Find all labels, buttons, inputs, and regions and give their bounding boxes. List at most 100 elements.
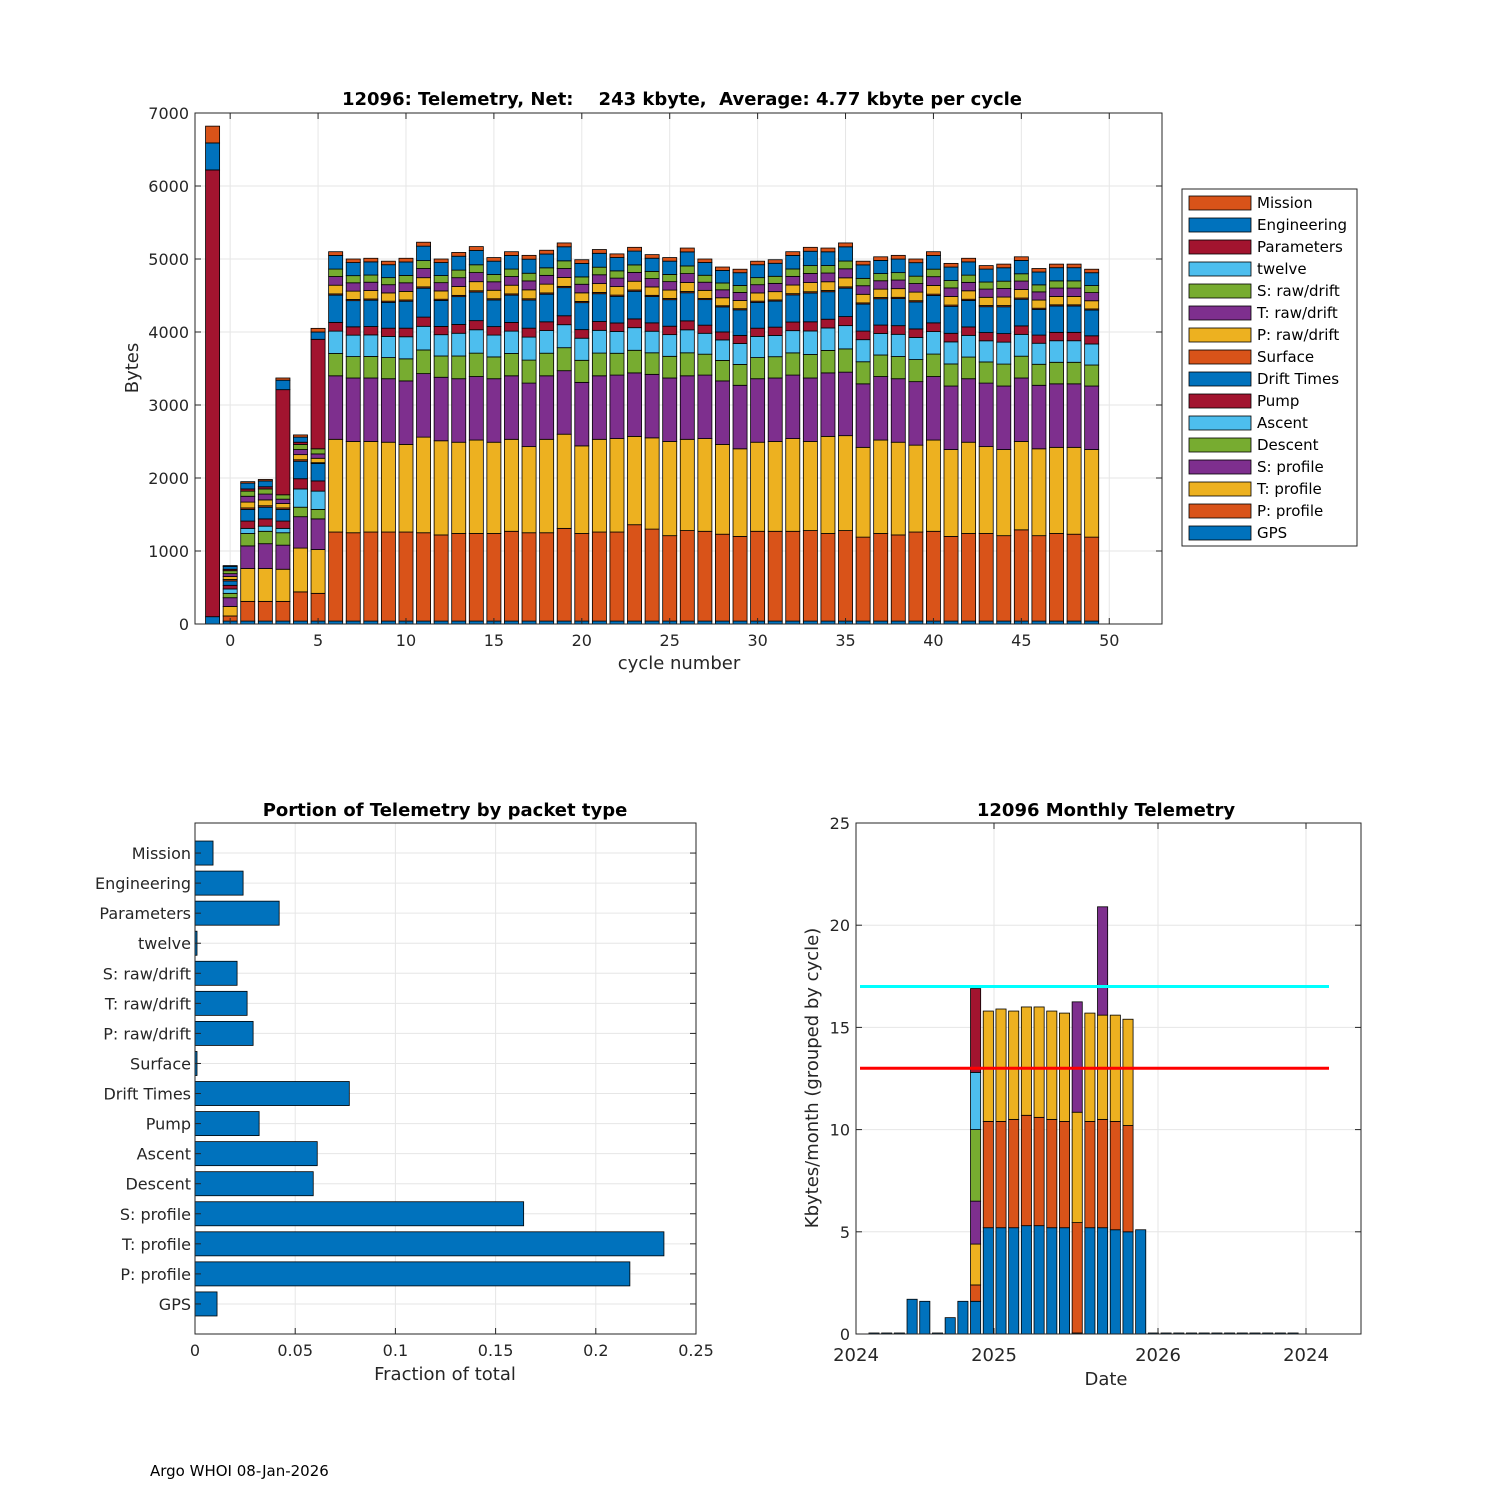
chart1-bar-segment [715, 266, 730, 271]
chart1-bar-segment [609, 352, 625, 376]
chart1-bar-segment [539, 267, 555, 276]
chart1-bar-segment [240, 490, 256, 497]
chart1-bar-segment [539, 249, 555, 255]
chart1-bar-segment [468, 246, 484, 251]
chart1-legend-label: GPS [1257, 524, 1287, 542]
chart1-bar-segment [574, 445, 590, 534]
chart1-bar-segment [855, 330, 871, 341]
chart1-bar-segment [943, 449, 959, 537]
chart1-bar-segment [293, 591, 308, 622]
chart1-xtick-label: 10 [396, 631, 416, 650]
chart1-bar-segment [767, 259, 783, 264]
chart1-bar-segment [609, 295, 625, 324]
chart1-bar-segment [293, 449, 308, 456]
chart1-bar-segment [908, 444, 924, 533]
chart1-bar-segment [556, 260, 572, 269]
chart1-bar-segment [679, 247, 695, 253]
chart1-bar-segment [750, 357, 766, 380]
chart1-bar-segment [855, 383, 871, 448]
chart3-bar-segment [995, 1008, 1007, 1122]
chart1-bar-segment [890, 254, 906, 260]
chart1-bar-segment [451, 441, 467, 534]
chart3-bar-segment [970, 1200, 982, 1245]
chart1-bar-segment [328, 322, 344, 332]
chart2-bar [194, 870, 244, 896]
chart1-xlabel: cycle number [618, 653, 741, 674]
chart1-bar-segment [240, 508, 256, 522]
chart1-bar-segment [468, 250, 484, 266]
chart1-bar-segment [416, 373, 431, 438]
chart3-xtick-label: 2026 [1135, 1345, 1181, 1366]
chart1-bar-segment [1013, 355, 1029, 379]
chart3-bar-segment [1109, 1121, 1121, 1231]
chart3-bar-segment [995, 1121, 1007, 1229]
chart1-ytick-label: 4000 [148, 323, 189, 342]
chart1-bar-segment [715, 289, 730, 299]
chart1-bar-segment [293, 454, 308, 461]
chart1-bar-segment [627, 524, 642, 622]
chart1-bar-segment [908, 262, 924, 277]
chart1-bar-segment [468, 376, 484, 441]
chart1-bar-segment [873, 333, 889, 356]
chart1-bar-segment [222, 573, 238, 577]
chart1-bar-segment [380, 531, 396, 622]
chart1-bar-segment [1049, 340, 1064, 363]
chart1-bar-segment [574, 283, 590, 294]
chart1-bar-segment [908, 291, 924, 302]
chart1-bar-segment [644, 322, 660, 332]
chart1-bar-segment [838, 268, 853, 279]
chart1-bar-segment [486, 441, 502, 534]
chart3-bar-segment [1135, 1229, 1147, 1335]
chart1-bar-segment [978, 281, 994, 290]
chart1-bar-segment [433, 326, 449, 336]
chart1-bar-segment [1066, 383, 1082, 448]
chart1-bar-segment [838, 316, 853, 327]
chart1-bar-segment [556, 433, 572, 529]
chart1-bar-segment [363, 377, 379, 442]
chart1-bar-segment [486, 257, 502, 262]
chart1-bar-segment [293, 478, 308, 490]
chart1-bar-segment [328, 268, 344, 277]
chart1-bar-segment [1049, 280, 1064, 289]
chart1-bar-segment [486, 533, 502, 622]
chart1-bar-segment [222, 570, 238, 575]
chart1-bar-segment [855, 339, 871, 363]
chart1-bar-segment [609, 277, 625, 288]
chart1-bar-segment [275, 600, 291, 622]
chart1-legend-label: Parameters [1257, 238, 1343, 256]
chart1-bar-segment [1084, 292, 1100, 302]
chart1-bar-segment [275, 568, 291, 602]
chart1-bar-segment [398, 282, 414, 292]
chart1-bar-segment [750, 277, 766, 286]
chart1-bar-segment [345, 258, 361, 263]
chart1-bar-segment [978, 533, 994, 622]
chart1-bar-segment [802, 282, 818, 293]
chart1-bar-segment [222, 592, 238, 599]
chart1-bar-segment [275, 503, 291, 509]
chart1-xtick-label: 20 [572, 631, 592, 650]
chart3-bar-segment [1033, 1116, 1045, 1227]
chart1-bar-segment [785, 284, 801, 295]
chart1-bar-segment [820, 533, 836, 622]
chart1-bar-segment [504, 268, 519, 277]
chart1-xtick-label: 40 [923, 631, 943, 650]
chart1-bar-segment [240, 482, 256, 490]
chart1-bar-segment [328, 375, 344, 440]
chart1-bar-segment [556, 370, 572, 435]
chart1-bar-segment [591, 283, 607, 293]
chart1-bar-segment [644, 278, 660, 288]
chart1-bar-segment [750, 530, 766, 622]
chart1-bar-segment [310, 518, 326, 550]
chart1-legend-swatch [1188, 305, 1252, 321]
chart1-bar-segment [697, 274, 713, 283]
chart1-legend-swatch [1188, 415, 1252, 431]
chart1-bar-segment [978, 288, 994, 298]
chart2-category-label: GPS [159, 1295, 191, 1314]
chart3-title: 12096 Monthly Telemetry [977, 800, 1235, 821]
chart1-bar-segment [486, 299, 502, 328]
chart1-bar-segment [838, 242, 853, 248]
chart1-xtick-label: 5 [313, 631, 323, 650]
chart1-bar-segment [451, 255, 467, 271]
chart1-bar-segment [591, 321, 607, 331]
chart1-bar-segment [1013, 260, 1029, 275]
